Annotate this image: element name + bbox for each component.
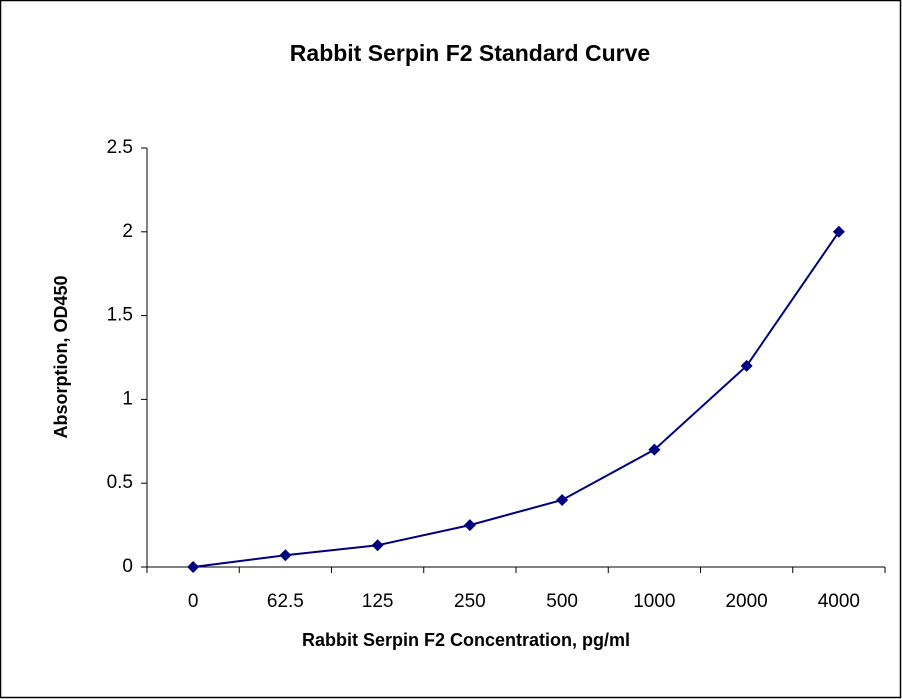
x-tick-label: 250 — [454, 591, 486, 612]
marker — [740, 359, 753, 372]
marker — [556, 493, 569, 506]
x-tick-label: 2000 — [725, 591, 767, 612]
marker — [279, 549, 292, 562]
y-tick-label: 2.5 — [107, 137, 133, 158]
series-line — [192, 231, 840, 568]
x-tick-label: 125 — [362, 591, 394, 612]
y-tick-label: 0 — [122, 556, 133, 577]
marker — [187, 561, 200, 573]
x-tick-label: 62.5 — [267, 591, 304, 612]
y-tick-label: 2 — [122, 221, 133, 242]
y-axis-label: Absorption, OD450 — [51, 275, 71, 438]
y-tick-label: 1 — [122, 388, 133, 409]
x-tick-label: 4000 — [818, 591, 860, 612]
x-tick-label: 0 — [188, 591, 199, 612]
marker — [463, 519, 476, 532]
chart-title: Rabbit Serpin F2 Standard Curve — [290, 40, 650, 66]
marker — [832, 225, 845, 238]
x-tick-label: 1000 — [633, 591, 675, 612]
marker — [371, 539, 384, 552]
marker — [648, 443, 661, 456]
x-tick-label: 500 — [546, 591, 578, 612]
y-tick-label: 0.5 — [107, 472, 133, 493]
y-tick-label: 1.5 — [107, 305, 133, 326]
x-axis-label: Rabbit Serpin F2 Concentration, pg/ml — [302, 630, 630, 650]
